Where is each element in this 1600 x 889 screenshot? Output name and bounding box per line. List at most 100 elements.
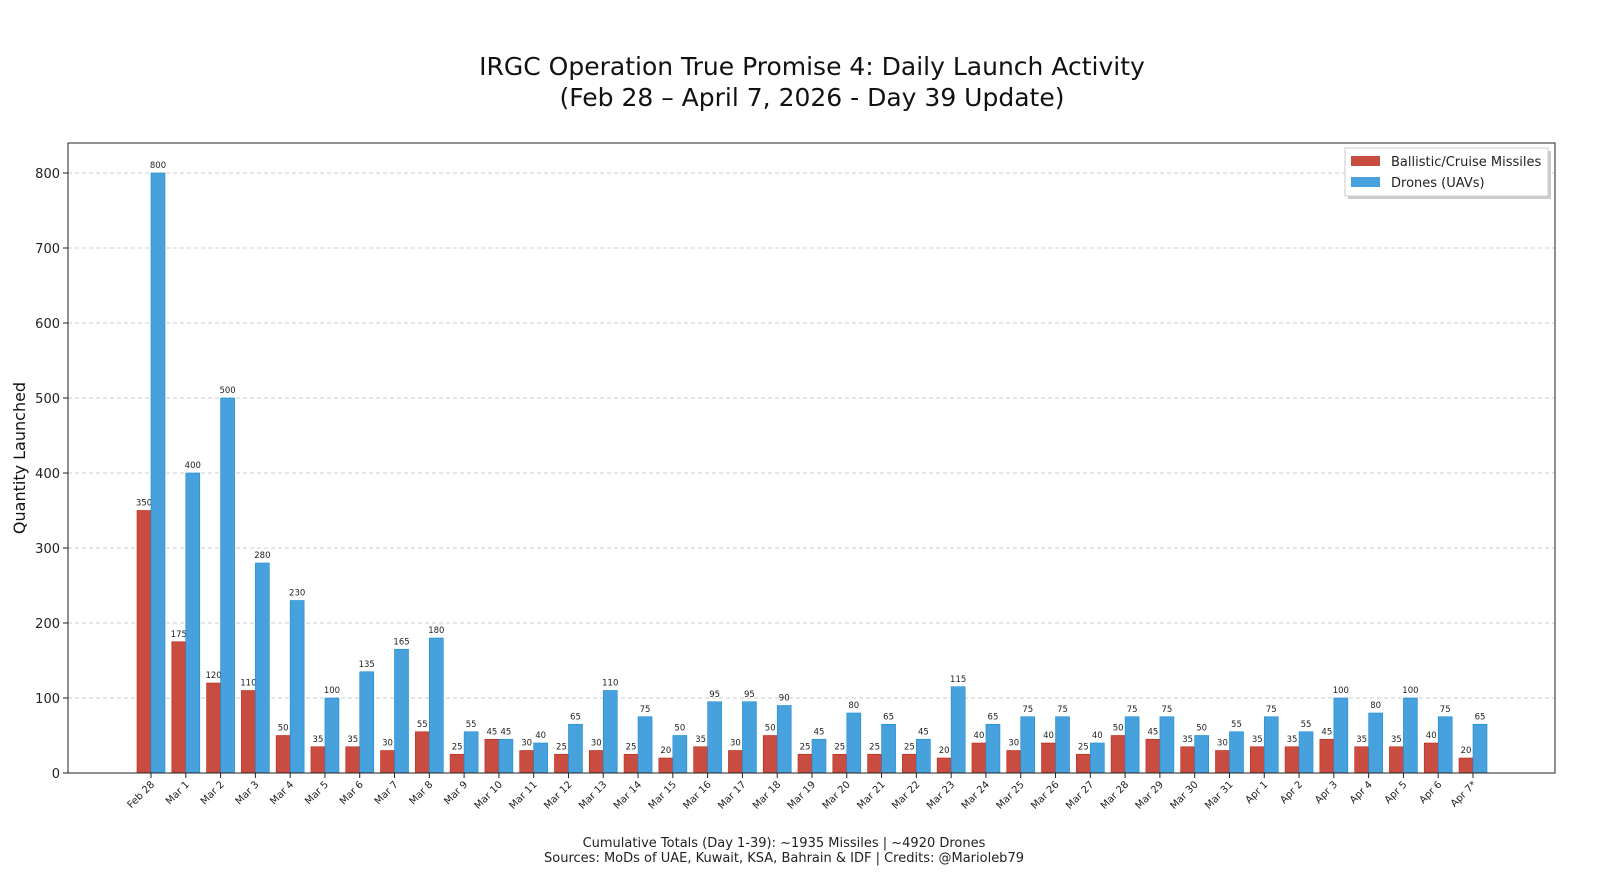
- drone-data-label: 55: [1231, 720, 1242, 730]
- drone-data-label: 75: [1127, 705, 1138, 715]
- y-tick-label: 100: [35, 692, 60, 707]
- x-tick-label: Mar 20: [821, 779, 853, 811]
- x-tick-label: Mar 1: [164, 779, 192, 807]
- drone-bar: [1333, 697, 1349, 774]
- x-tick-label: Apr 2: [1278, 779, 1305, 806]
- missile-bar: [1145, 738, 1161, 774]
- drone-data-label: 50: [674, 724, 685, 734]
- drone-data-label: 400: [185, 461, 201, 471]
- missile-data-label: 30: [382, 739, 393, 749]
- missile-bar: [519, 750, 534, 774]
- drone-bar: [394, 648, 409, 774]
- x-tick-label: Mar 23: [925, 779, 957, 811]
- drone-bar: [1263, 716, 1279, 774]
- drone-bar: [1090, 742, 1105, 774]
- missile-data-label: 25: [869, 742, 880, 752]
- drone-bar: [1194, 735, 1209, 774]
- x-tick-label: Mar 4: [268, 779, 296, 807]
- y-tick-label: 600: [35, 317, 60, 332]
- missile-bar: [1110, 735, 1126, 774]
- x-tick-label: Mar 16: [681, 779, 713, 811]
- x-tick-label: Mar 19: [786, 779, 818, 811]
- missile-bar: [1076, 753, 1091, 774]
- drone-data-label: 75: [640, 705, 651, 715]
- missile-data-label: 20: [939, 746, 950, 756]
- drone-data-label: 45: [500, 727, 511, 737]
- x-tick-label: Mar 5: [303, 779, 331, 807]
- bars: 350 800 175 400 120 500 110 280 50 230 35 100 35 135 3…: [136, 161, 1488, 774]
- missile-bar: [832, 753, 848, 774]
- missile-data-label: 35: [1287, 735, 1298, 745]
- missile-bar: [310, 746, 326, 774]
- missile-data-label: 55: [417, 720, 428, 730]
- drone-data-label: 80: [1370, 701, 1381, 711]
- drone-bar: [950, 686, 966, 774]
- missile-data-label: 50: [1113, 724, 1124, 734]
- footer-totals: Cumulative Totals (Day 1-39): ~1935 Miss…: [583, 836, 986, 851]
- drone-data-label: 40: [1092, 731, 1103, 741]
- x-tick-label: Mar 3: [234, 779, 262, 807]
- drone-data-label: 65: [883, 712, 894, 722]
- x-tick-label: Mar 15: [647, 779, 679, 811]
- drone-data-label: 40: [535, 731, 546, 741]
- missile-data-label: 20: [1461, 746, 1472, 756]
- missile-bar: [762, 735, 778, 774]
- missile-data-label: 110: [240, 679, 256, 689]
- x-tick-label: Mar 7: [373, 779, 401, 807]
- drone-data-label: 80: [848, 701, 859, 711]
- y-axis-label: Quantity Launched: [10, 382, 29, 534]
- drone-bar: [498, 738, 514, 774]
- missile-data-label: 30: [730, 739, 741, 749]
- drone-bar: [324, 697, 340, 774]
- missile-data-label: 35: [347, 735, 358, 745]
- y-tick-label: 0: [52, 767, 60, 782]
- drone-bar: [881, 723, 896, 774]
- drone-bar: [289, 600, 305, 774]
- missile-bar: [449, 753, 465, 774]
- missile-bar: [206, 682, 221, 774]
- x-axis: Feb 28 Mar 1 Mar 2 Mar 3 Mar 4 Mar 5 Mar 6 Mar …: [126, 773, 1479, 812]
- missile-data-label: 30: [521, 739, 532, 749]
- x-tick-label: Apr 6: [1418, 779, 1445, 806]
- missile-bar: [171, 641, 187, 774]
- x-tick-label: Mar 12: [542, 779, 574, 811]
- drone-bar: [1298, 731, 1314, 774]
- x-tick-label: Apr 7*: [1449, 779, 1479, 809]
- missile-data-label: 35: [695, 735, 706, 745]
- y-tick-label: 700: [35, 242, 60, 257]
- x-tick-label: Mar 2: [199, 779, 227, 807]
- drone-data-label: 100: [1402, 686, 1418, 696]
- x-tick-label: Apr 1: [1244, 779, 1271, 806]
- drone-data-label: 500: [219, 386, 235, 396]
- drone-data-label: 100: [1333, 686, 1349, 696]
- x-tick-label: Mar 25: [994, 779, 1026, 811]
- x-tick-label: Apr 4: [1348, 779, 1375, 806]
- legend-swatch-missiles: [1351, 156, 1380, 166]
- x-tick-label: Mar 27: [1064, 779, 1096, 811]
- missile-bar: [1458, 757, 1474, 774]
- missile-bar: [554, 753, 569, 774]
- missile-data-label: 45: [1147, 727, 1158, 737]
- x-tick-label: Mar 18: [751, 779, 783, 811]
- x-tick-label: Mar 10: [473, 779, 505, 811]
- missile-data-label: 35: [1356, 735, 1367, 745]
- drone-data-label: 115: [950, 675, 966, 685]
- y-tick-label: 300: [35, 542, 60, 557]
- missile-bar: [623, 753, 639, 774]
- missile-data-label: 35: [313, 735, 324, 745]
- drone-data-label: 45: [918, 727, 929, 737]
- missile-bar: [797, 753, 813, 774]
- drone-data-label: 65: [988, 712, 999, 722]
- drone-data-label: 65: [1475, 712, 1486, 722]
- drone-data-label: 55: [466, 720, 477, 730]
- drone-data-label: 110: [602, 679, 618, 689]
- missile-bar: [136, 510, 152, 774]
- drone-bar: [255, 562, 270, 774]
- missile-bar: [484, 738, 500, 774]
- x-tick-label: Apr 3: [1313, 779, 1340, 806]
- drone-data-label: 90: [779, 694, 790, 704]
- y-tick-label: 200: [35, 617, 60, 632]
- x-tick-label: Apr 5: [1383, 779, 1410, 806]
- y-tick-label: 500: [35, 392, 60, 407]
- x-tick-label: Mar 13: [577, 779, 609, 811]
